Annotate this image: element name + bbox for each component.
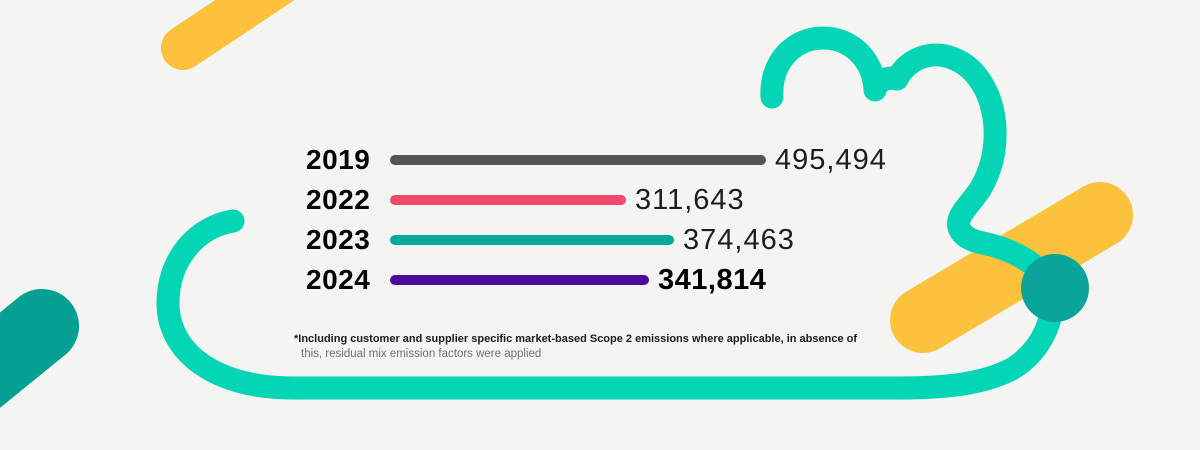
year-label: 2023 (306, 224, 371, 255)
chart-row: 2022 311,643 (306, 180, 745, 220)
footnote-line-2: this, residual mix emission factors were… (301, 348, 542, 360)
bar (390, 275, 649, 285)
year-label: 2022 (306, 184, 371, 215)
teal-circle (1021, 254, 1089, 322)
yellow-capsule-right (890, 182, 1133, 353)
chart-row: 2024 341,814 (306, 260, 766, 300)
year-label: 2019 (306, 144, 371, 175)
yellow-stick-top-left (161, 0, 295, 70)
year-label: 2024 (306, 264, 371, 295)
footnote-line-1: *Including customer and supplier specifi… (294, 333, 858, 345)
cloud-outline (156, 26, 1064, 400)
value-label: 311,643 (635, 183, 745, 216)
bar (390, 235, 674, 245)
value-label: 495,494 (775, 143, 887, 176)
teal-capsule-left (0, 289, 79, 408)
bar (390, 155, 766, 165)
bar (390, 195, 626, 205)
chart-row: 2023 374,463 (306, 220, 795, 260)
chart-row: 2019 495,494 (306, 140, 887, 180)
value-label: 341,814 (658, 263, 767, 296)
footnote: *Including customer and supplier specifi… (294, 332, 874, 362)
value-label: 374,463 (683, 223, 795, 256)
